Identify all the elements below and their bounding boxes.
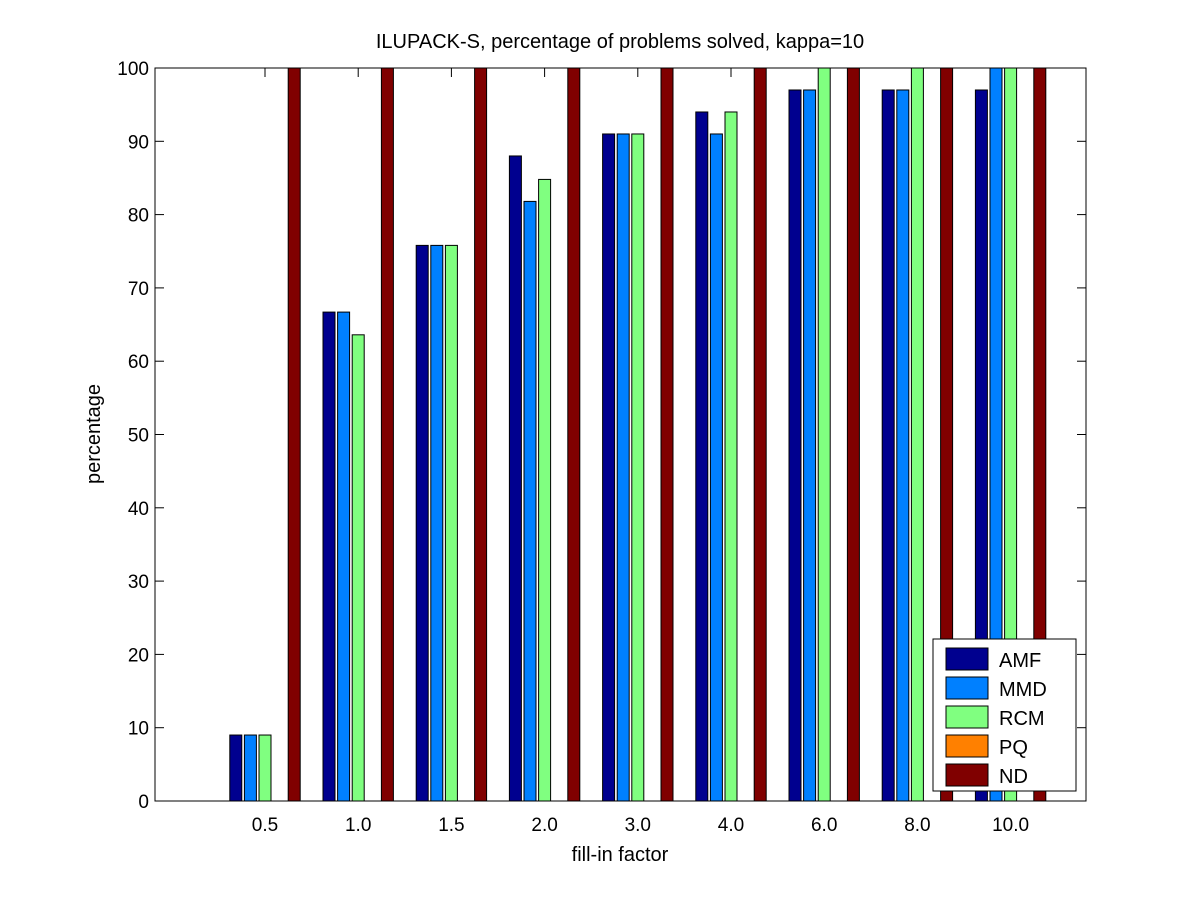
y-tick-label: 80 bbox=[128, 206, 149, 227]
bar-rcm-4.0 bbox=[724, 111, 738, 802]
bar-amf-6.0 bbox=[788, 89, 802, 802]
bar-nd-1.5 bbox=[474, 67, 488, 802]
x-axis-label: fill-in factor bbox=[572, 844, 669, 866]
bar-mmd-2.0 bbox=[523, 200, 537, 802]
legend-label-nd: ND bbox=[999, 766, 1028, 788]
bar-mmd-6.0 bbox=[803, 89, 817, 802]
bar-nd-4.0 bbox=[753, 67, 767, 802]
legend-swatch-nd bbox=[945, 763, 989, 787]
y-tick-label: 30 bbox=[128, 572, 149, 593]
bar-mmd-1.5 bbox=[430, 244, 444, 802]
bar-amf-8.0 bbox=[881, 89, 895, 802]
bar-amf-10.0 bbox=[974, 89, 988, 802]
bar-rcm-1.5 bbox=[444, 244, 458, 802]
bar-nd-6.0 bbox=[846, 67, 860, 802]
x-tick-label: 0.5 bbox=[252, 815, 278, 836]
legend-label-rcm: RCM bbox=[999, 708, 1045, 730]
bar-rcm-0.5 bbox=[258, 734, 272, 802]
x-tick-label: 2.0 bbox=[531, 815, 557, 836]
legend-label-pq: PQ bbox=[999, 737, 1028, 759]
bar-mmd-0.5 bbox=[243, 734, 257, 802]
y-tick-label: 70 bbox=[128, 279, 149, 300]
bar-mmd-3.0 bbox=[616, 133, 630, 802]
y-tick-label: 10 bbox=[128, 719, 149, 740]
y-tick-label: 90 bbox=[128, 132, 149, 153]
plot-area: 0 10 20 30 40 50 60 70 80 90 100 0.5 1.0 1.5 2.0 3.0 4.0… bbox=[117, 59, 1087, 836]
x-tick-label: 1.5 bbox=[438, 815, 464, 836]
x-tick-label: 3.0 bbox=[625, 815, 651, 836]
x-tick-label: 6.0 bbox=[811, 815, 837, 836]
bar-nd-8.0 bbox=[940, 67, 954, 802]
y-tick-label: 0 bbox=[138, 792, 149, 813]
legend-swatch-amf bbox=[945, 647, 989, 671]
bar-nd-3.0 bbox=[660, 67, 674, 802]
bar-rcm-1.0 bbox=[351, 334, 365, 802]
x-tick-label: 8.0 bbox=[904, 815, 930, 836]
chart-title: ILUPACK-S, percentage of problems solved… bbox=[376, 31, 864, 53]
legend: AMF MMD RCM PQ ND bbox=[932, 638, 1077, 792]
y-tick-label: 100 bbox=[117, 59, 149, 80]
bar-mmd-4.0 bbox=[709, 133, 723, 802]
legend-swatch-rcm bbox=[945, 705, 989, 729]
bar-rcm-6.0 bbox=[817, 67, 831, 802]
bar-nd-2.0 bbox=[567, 67, 581, 802]
x-tick-label: 1.0 bbox=[345, 815, 371, 836]
bar-amf-0.5 bbox=[229, 734, 243, 802]
y-tick-label: 60 bbox=[128, 352, 149, 373]
bar-amf-2.0 bbox=[508, 155, 522, 802]
bar-nd-1.0 bbox=[380, 67, 394, 802]
bar-rcm-8.0 bbox=[910, 67, 924, 802]
bar-mmd-10.0 bbox=[989, 67, 1003, 802]
legend-label-mmd: MMD bbox=[999, 679, 1047, 701]
bar-rcm-2.0 bbox=[538, 178, 552, 802]
bar-rcm-3.0 bbox=[631, 133, 645, 802]
y-axis-label: percentage bbox=[83, 384, 105, 484]
bar-rcm-10.0 bbox=[1004, 67, 1018, 802]
y-tick-label: 50 bbox=[128, 426, 149, 447]
x-tick-label: 4.0 bbox=[718, 815, 744, 836]
legend-swatch-pq bbox=[945, 734, 989, 758]
bar-nd-0.5 bbox=[287, 67, 301, 802]
bar-amf-3.0 bbox=[602, 133, 616, 802]
bar-mmd-1.0 bbox=[337, 311, 351, 802]
bar-nd-10.0 bbox=[1033, 67, 1047, 802]
y-tick-label: 40 bbox=[128, 499, 149, 520]
bar-amf-1.5 bbox=[415, 244, 429, 802]
y-tick-label: 20 bbox=[128, 645, 149, 666]
bar-amf-1.0 bbox=[322, 311, 336, 802]
x-tick-label: 10.0 bbox=[992, 815, 1029, 836]
legend-swatch-mmd bbox=[945, 676, 989, 700]
bar-mmd-8.0 bbox=[896, 89, 910, 802]
bar-amf-4.0 bbox=[695, 111, 709, 802]
legend-label-amf: AMF bbox=[999, 650, 1041, 672]
